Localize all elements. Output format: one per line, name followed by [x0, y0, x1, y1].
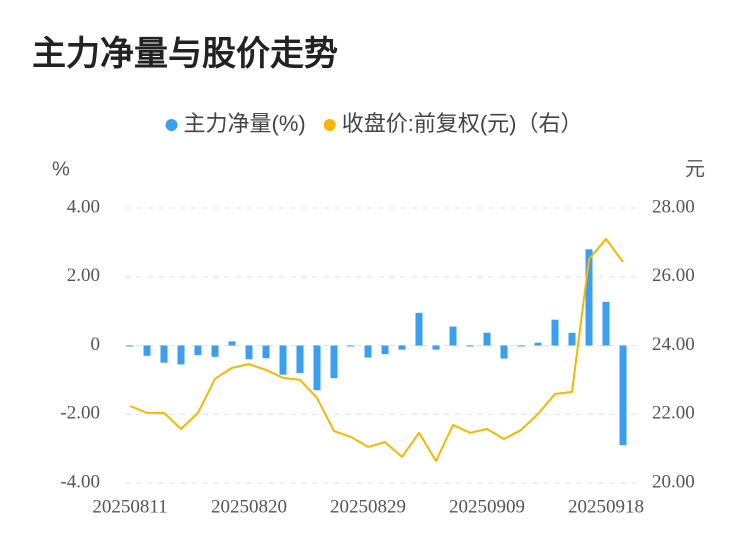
chart-title: 主力净量与股价走势	[32, 35, 338, 73]
x-tick-label: 20250811	[92, 496, 167, 517]
legend-label: 主力净量(%)	[184, 111, 306, 136]
bar	[194, 345, 202, 356]
y-tick-label: 2.00	[67, 265, 100, 286]
y2-axis-label: 元	[685, 158, 705, 180]
legend-item[interactable]: 收盘价:前复权(元)（右）	[323, 111, 583, 136]
y-tick-label: -2.00	[60, 403, 100, 424]
y-tick-label: -4.00	[60, 471, 100, 492]
bar	[381, 345, 389, 355]
bar	[126, 345, 134, 347]
bar	[279, 345, 287, 375]
bar	[568, 332, 576, 346]
bar	[262, 345, 270, 359]
x-tick-label: 20250820	[211, 496, 287, 517]
bar	[330, 345, 338, 379]
y-tick-label: 0	[91, 334, 101, 355]
y2-tick-label: 20.00	[652, 471, 695, 492]
bar	[500, 345, 508, 359]
y-axis-label: %	[52, 158, 70, 180]
x-tick-label: 20250909	[449, 496, 525, 517]
legend-marker	[323, 119, 336, 131]
legend-label: 收盘价:前复权(元)（右）	[342, 111, 583, 136]
x-tick-label: 20250918	[568, 496, 644, 517]
bar	[534, 342, 542, 346]
y-tick-label: 4.00	[67, 196, 100, 217]
bar	[432, 345, 440, 350]
bar	[177, 345, 185, 365]
bar	[398, 345, 406, 350]
price-line	[129, 237, 624, 462]
bar	[517, 345, 525, 347]
bar	[228, 341, 236, 346]
y2-tick-label: 24.00	[652, 334, 695, 355]
y2-tick-label: 26.00	[652, 265, 695, 286]
y2-tick-label: 22.00	[652, 403, 695, 424]
bar	[619, 345, 627, 446]
y2-tick-label: 28.00	[652, 196, 695, 217]
legend-item[interactable]: 主力净量(%)	[165, 111, 306, 136]
x-tick-label: 20250829	[330, 496, 406, 517]
bar	[585, 249, 593, 346]
bar	[602, 301, 610, 346]
bar	[211, 345, 219, 357]
bar	[415, 312, 423, 346]
bar	[466, 345, 474, 347]
bar	[143, 345, 151, 356]
legend-marker	[165, 119, 178, 131]
bar	[245, 345, 253, 360]
bar	[296, 345, 304, 373]
bar	[347, 345, 355, 347]
bar	[483, 332, 491, 346]
bar	[160, 345, 168, 363]
bar	[551, 319, 559, 346]
bar	[313, 345, 321, 391]
bar	[449, 326, 457, 346]
bar	[364, 345, 372, 358]
